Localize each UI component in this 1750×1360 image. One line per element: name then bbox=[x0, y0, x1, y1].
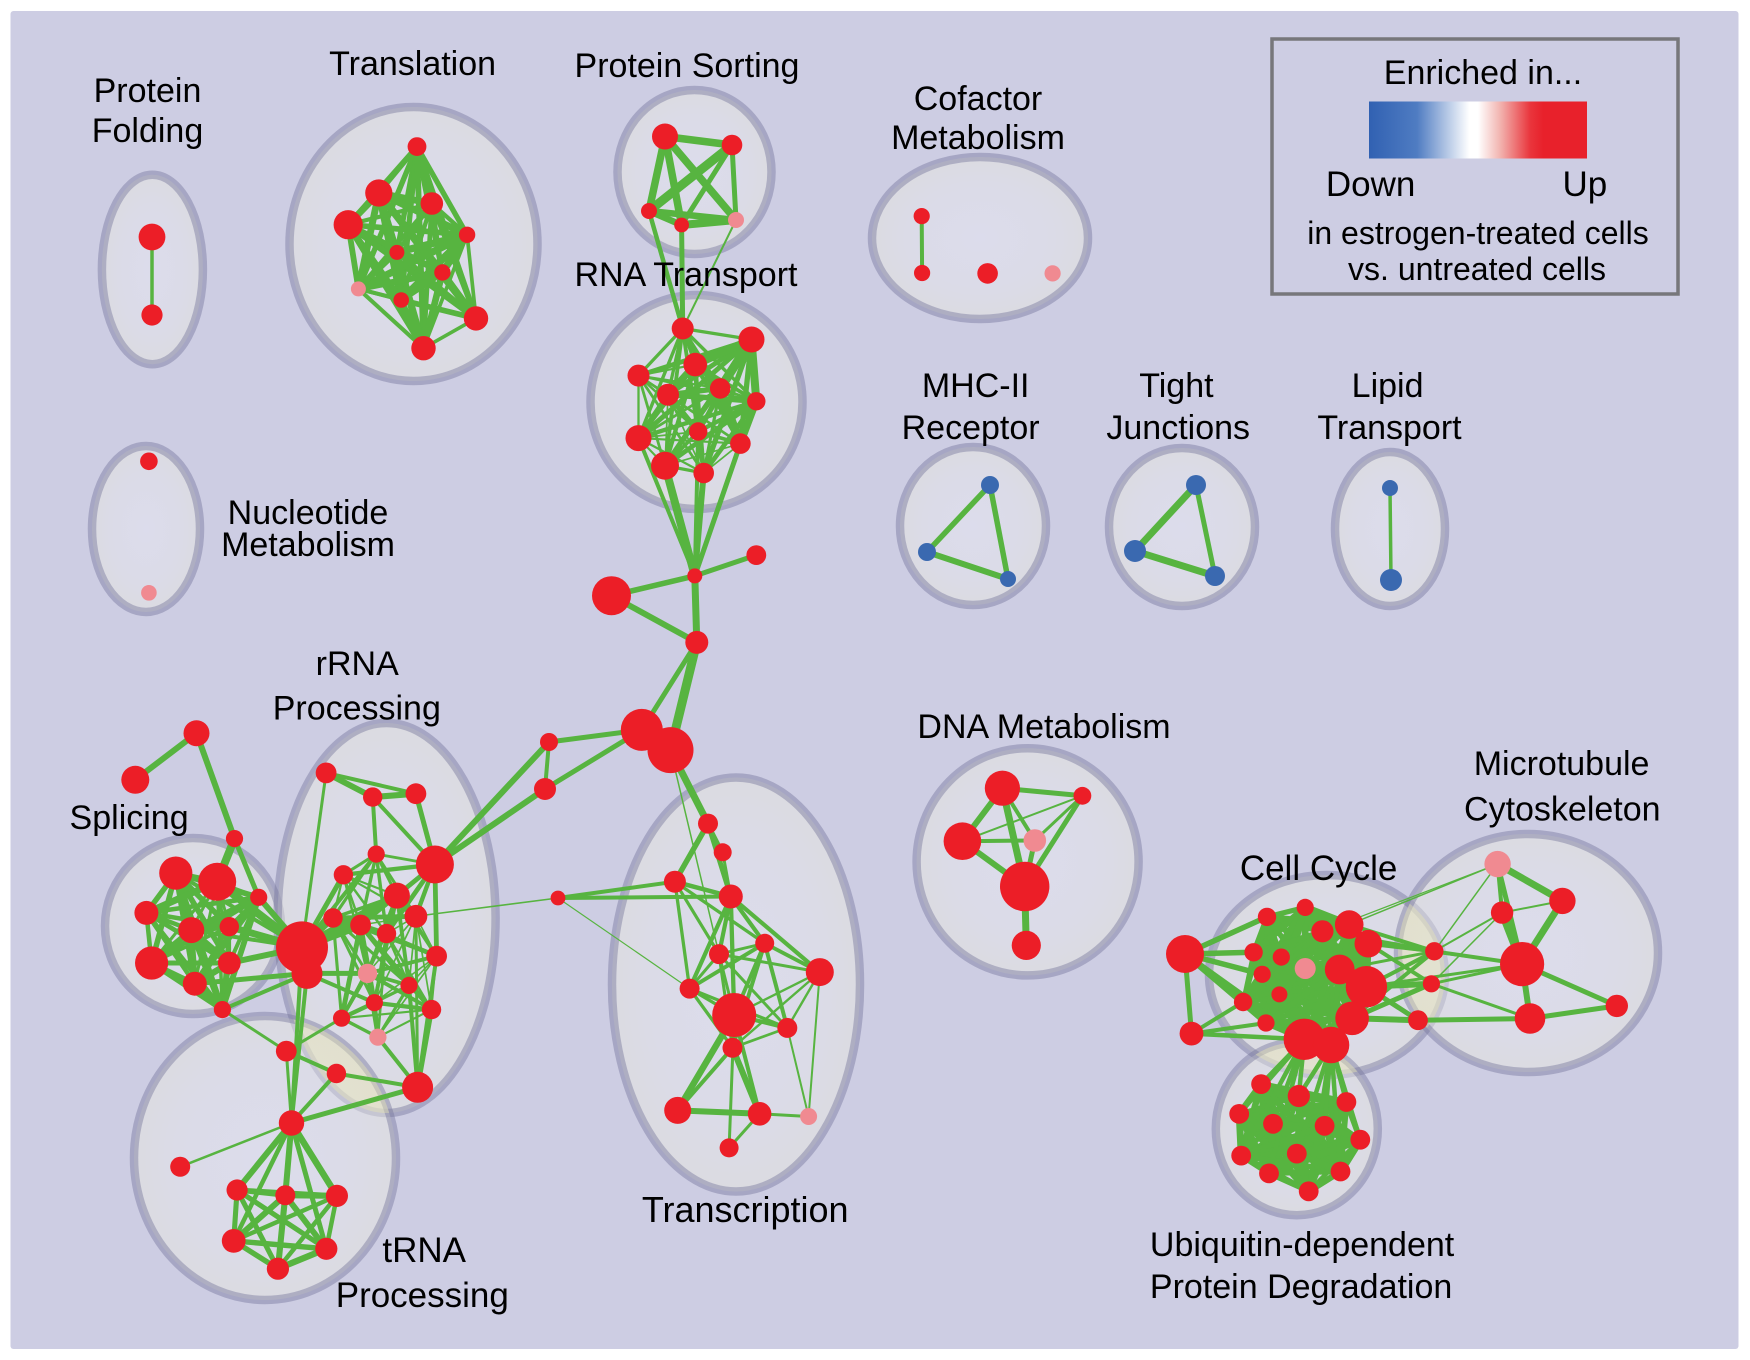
svg-text:Microtubule: Microtubule bbox=[1474, 745, 1650, 783]
svg-text:Receptor: Receptor bbox=[902, 409, 1040, 447]
svg-text:RNA Transport: RNA Transport bbox=[575, 256, 799, 294]
svg-text:Metabolism: Metabolism bbox=[221, 526, 395, 564]
svg-text:Protein Sorting: Protein Sorting bbox=[575, 47, 800, 85]
svg-text:Metabolism: Metabolism bbox=[891, 119, 1065, 157]
svg-text:rRNA: rRNA bbox=[316, 645, 399, 683]
svg-text:Transport: Transport bbox=[1317, 409, 1462, 447]
svg-text:Processing: Processing bbox=[336, 1276, 509, 1315]
svg-text:Cofactor: Cofactor bbox=[914, 80, 1043, 118]
svg-text:MHC-II: MHC-II bbox=[922, 367, 1030, 405]
svg-text:Down: Down bbox=[1326, 165, 1415, 204]
svg-text:Folding: Folding bbox=[92, 112, 204, 150]
svg-text:Protein Degradation: Protein Degradation bbox=[1150, 1268, 1452, 1306]
svg-text:Splicing: Splicing bbox=[70, 799, 189, 837]
svg-text:in estrogen-treated cells: in estrogen-treated cells bbox=[1307, 215, 1649, 251]
svg-text:Processing: Processing bbox=[273, 690, 441, 728]
svg-text:vs. untreated cells: vs. untreated cells bbox=[1348, 251, 1606, 287]
svg-text:Tight: Tight bbox=[1139, 367, 1214, 405]
svg-text:Protein: Protein bbox=[94, 72, 202, 110]
svg-text:Translation: Translation bbox=[329, 45, 496, 83]
svg-text:DNA Metabolism: DNA Metabolism bbox=[917, 708, 1170, 746]
svg-text:Transcription: Transcription bbox=[642, 1189, 849, 1230]
svg-text:Cell Cycle: Cell Cycle bbox=[1240, 849, 1398, 888]
svg-text:Ubiquitin-dependent: Ubiquitin-dependent bbox=[1150, 1226, 1455, 1264]
svg-text:Cytoskeleton: Cytoskeleton bbox=[1464, 791, 1661, 829]
svg-text:Lipid: Lipid bbox=[1352, 367, 1424, 405]
svg-text:Nucleotide: Nucleotide bbox=[228, 494, 389, 532]
svg-text:tRNA: tRNA bbox=[382, 1231, 466, 1270]
svg-text:Junctions: Junctions bbox=[1106, 409, 1250, 447]
svg-text:Enriched in...: Enriched in... bbox=[1384, 54, 1582, 92]
svg-text:Up: Up bbox=[1563, 165, 1608, 204]
